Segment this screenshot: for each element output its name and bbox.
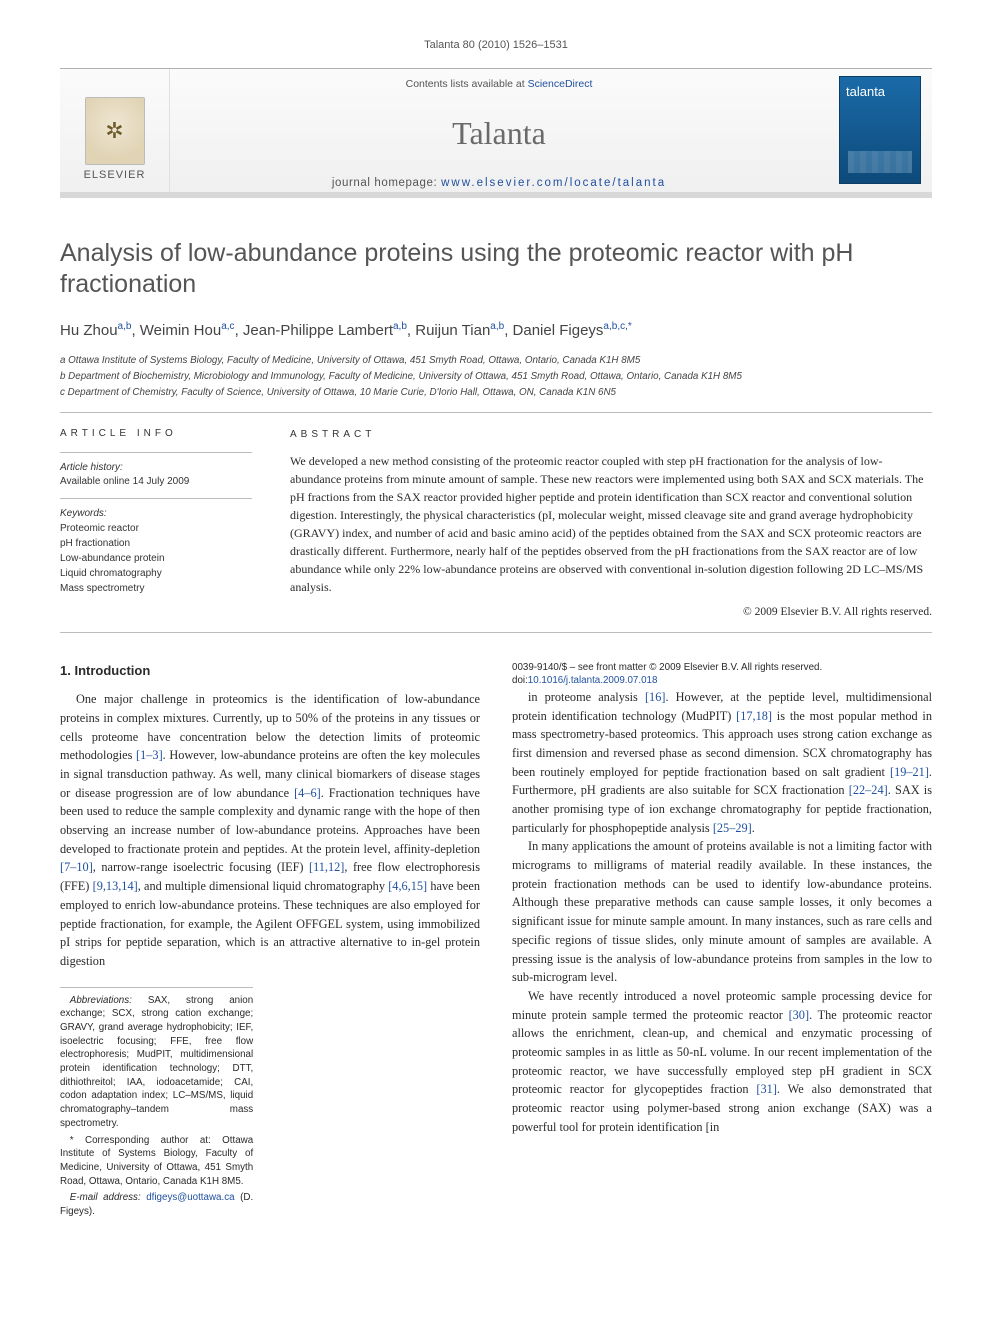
citation-link[interactable]: [16] [645,690,666,704]
front-matter: 0039-9140/$ – see front matter © 2009 El… [512,661,932,675]
citation-link[interactable]: [7–10] [60,860,93,874]
footnotes: Abbreviations: SAX, strong anion exchang… [60,987,253,1219]
citation-link[interactable]: [30] [789,1008,810,1022]
doi-link[interactable]: 10.1016/j.talanta.2009.07.018 [528,675,658,686]
history-value: Available online 14 July 2009 [60,475,252,490]
abstract-copyright: © 2009 Elsevier B.V. All rights reserved… [290,604,932,621]
sciencedirect-link[interactable]: ScienceDirect [528,78,593,90]
citation-link[interactable]: [4–6] [294,786,321,800]
cover-label: talanta [846,84,885,99]
citation-link[interactable]: [4,6,15] [388,879,427,893]
history-label: Article history: [60,461,252,476]
abbr-text: SAX, strong anion exchange; SCX, strong … [60,995,253,1129]
body-paragraph: in proteome analysis [16]. However, at t… [512,688,932,838]
homepage-prefix: journal homepage: [332,177,441,189]
email-label: E-mail address: [70,1192,141,1203]
keyword: Mass spectrometry [60,581,252,596]
citation-link[interactable]: [25–29] [713,821,752,835]
citation-link[interactable]: [11,12] [309,860,344,874]
body-paragraph: We have recently introduced a novel prot… [512,987,932,1137]
affiliation-b: b Department of Biochemistry, Microbiolo… [60,370,932,385]
body-paragraph: One major challenge in proteomics is the… [60,690,480,970]
keyword: Proteomic reactor [60,521,252,536]
doi-prefix: doi: [512,675,528,686]
divider [60,412,932,413]
article-body: 1. Introduction One major challenge in p… [60,661,932,1219]
citation-link[interactable]: [19–21] [890,765,929,779]
affiliation-c: c Department of Chemistry, Faculty of Sc… [60,386,932,401]
citation-link[interactable]: [22–24] [849,783,888,797]
doi-block: 0039-9140/$ – see front matter © 2009 El… [512,661,932,688]
journal-homepage: journal homepage: www.elsevier.com/locat… [170,175,828,192]
publisher-name: ELSEVIER [84,168,146,184]
corr-email-link[interactable]: dfigeys@uottawa.ca [146,1192,234,1203]
keyword: pH fractionation [60,536,252,551]
divider [60,632,932,633]
contents-available: Contents lists available at ScienceDirec… [170,77,828,92]
section-heading: 1. Introduction [60,661,480,681]
article-title: Analysis of low-abundance proteins using… [60,238,932,301]
running-head: Talanta 80 (2010) 1526–1531 [60,38,932,54]
corr-label: * Corresponding author at: [70,1135,211,1146]
citation-link[interactable]: [31] [756,1082,777,1096]
journal-cover-icon: talanta [839,76,921,184]
abstract-head: ABSTRACT [290,427,932,442]
abstract-text: We developed a new method consisting of … [290,452,932,596]
affiliation-a: a Ottawa Institute of Systems Biology, F… [60,354,932,369]
article-info-head: ARTICLE INFO [60,427,252,442]
keyword: Liquid chromatography [60,566,252,581]
citation-link[interactable]: [1–3] [136,748,163,762]
author-list: Hu Zhoua,b, Weimin Houa,c, Jean-Philippe… [60,320,932,342]
citation-link[interactable]: [9,13,14] [93,879,138,893]
publisher-block: ✲ ELSEVIER [60,69,170,192]
article-info: ARTICLE INFO Article history: Available … [60,427,252,621]
abbr-label: Abbreviations: [70,995,132,1006]
journal-name: Talanta [170,110,828,156]
affiliations: a Ottawa Institute of Systems Biology, F… [60,354,932,400]
keywords-label: Keywords: [60,507,252,522]
keywords-list: Proteomic reactor pH fractionation Low-a… [60,521,252,596]
citation-link[interactable]: [17,18] [736,709,772,723]
contents-prefix: Contents lists available at [406,78,528,90]
homepage-link[interactable]: www.elsevier.com/locate/talanta [441,177,666,189]
body-paragraph: In many applications the amount of prote… [512,837,932,987]
abstract: ABSTRACT We developed a new method consi… [290,427,932,621]
keyword: Low-abundance protein [60,551,252,566]
elsevier-logo-icon: ✲ [85,97,145,165]
journal-masthead: ✲ ELSEVIER Contents lists available at S… [60,68,932,198]
